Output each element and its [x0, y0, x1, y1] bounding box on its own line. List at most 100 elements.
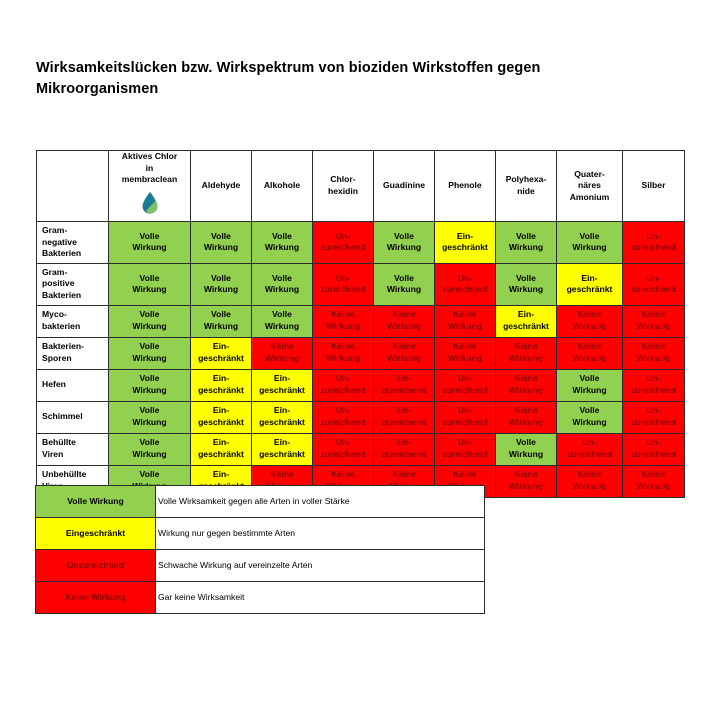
- matrix-cell: Volle Wirkung: [556, 400, 623, 434]
- matrix-cell: Un- zureichend: [312, 432, 374, 466]
- matrix-cell: Un- zureichend: [434, 400, 496, 434]
- matrix-cell: Un- zureichend: [373, 368, 435, 402]
- matrix-cell: Keine Wirkung: [434, 304, 496, 338]
- matrix-cell: Keine Wirkung: [622, 336, 685, 370]
- matrix-cell: Keine Wirkung: [312, 304, 374, 338]
- matrix-header: Aktives Chlor in membraclean Aldehyde Al…: [36, 150, 685, 222]
- matrix-cell: Keine Wirkung: [373, 304, 435, 338]
- matrix-cell: Volle Wirkung: [190, 304, 252, 338]
- matrix-cell: Ein- geschränkt: [190, 336, 252, 370]
- column-header-label: Chlor- hexidin: [327, 174, 359, 196]
- matrix-cell: Un- zureichend: [556, 432, 623, 466]
- legend-key: Unzureichend: [35, 549, 156, 582]
- page-title: Wirksamkeitslücken bzw. Wirkspektrum von…: [36, 60, 541, 98]
- row-header-label: Gram- positive Bakterien: [36, 262, 109, 306]
- matrix-cell: Un- zureichend: [622, 368, 685, 402]
- matrix-cell: Volle Wirkung: [190, 262, 252, 306]
- row-header-label: Gram- negative Bakterien: [36, 221, 109, 264]
- matrix-cell: Un- zureichend: [622, 221, 685, 264]
- matrix-cell: Keine Wirkung: [556, 464, 623, 498]
- matrix-corner-cell: [36, 150, 109, 222]
- matrix-cell: Volle Wirkung: [495, 262, 557, 306]
- matrix-cell: Volle Wirkung: [373, 262, 435, 306]
- legend-key: Volle Wirkung: [35, 485, 156, 518]
- table-row: Hefen Volle Wirkung Ein- geschränkt Ein- ge…: [36, 368, 685, 402]
- table-row: Behüllte Viren Volle Wirkung Ein- geschrän…: [36, 432, 685, 466]
- matrix-cell: Un- zureichend: [434, 368, 496, 402]
- column-header-label: Guadinine: [382, 180, 426, 191]
- matrix-cell: Ein- geschränkt: [190, 400, 252, 434]
- column-header-quaternaeres-amonium: Quater- näres Amonium: [556, 150, 623, 222]
- legend-key: Eingeschränkt: [35, 517, 156, 550]
- matrix-cell: Ein- geschränkt: [251, 368, 313, 402]
- legend-description: Wirkung nur gegen bestimmte Arten: [155, 517, 485, 550]
- matrix-cell: Un- zureichend: [622, 262, 685, 306]
- matrix-cell: Volle Wirkung: [495, 221, 557, 264]
- biocide-spectrum-matrix: Aktives Chlor in membraclean Aldehyde Al…: [36, 150, 685, 498]
- column-header-aldehyde: Aldehyde: [190, 150, 252, 222]
- matrix-cell: Keine Wirkung: [373, 336, 435, 370]
- matrix-cell: Un- zureichend: [312, 262, 374, 306]
- matrix-cell: Volle Wirkung: [108, 400, 191, 434]
- matrix-cell: Volle Wirkung: [556, 368, 623, 402]
- row-header-label: Schimmel: [36, 400, 109, 434]
- matrix-cell: Ein- geschränkt: [495, 304, 557, 338]
- legend-row: Volle Wirkung Volle Wirksamkeit gegen all…: [35, 485, 485, 518]
- matrix-cell: Volle Wirkung: [108, 262, 191, 306]
- matrix-cell: Un- zureichend: [622, 432, 685, 466]
- matrix-cell: Un- zureichend: [312, 400, 374, 434]
- column-header-polyhexanide: Polyhexa- nide: [495, 150, 557, 222]
- column-header-label: Quater- näres Amonium: [569, 168, 610, 202]
- matrix-cell: Ein- geschränkt: [190, 432, 252, 466]
- matrix-table: Aktives Chlor in membraclean Aldehyde Al…: [36, 150, 685, 498]
- matrix-cell: Volle Wirkung: [108, 368, 191, 402]
- column-header-label: Polyhexa- nide: [505, 174, 547, 196]
- table-row: Gram- positive Bakterien Volle Wirkung Vol…: [36, 262, 685, 306]
- legend: Volle Wirkung Volle Wirksamkeit gegen all…: [35, 485, 485, 614]
- water-droplet-leaf-icon: [140, 191, 160, 215]
- legend-row: Eingeschränkt Wirkung nur gegen bestimmte…: [35, 517, 485, 550]
- matrix-cell: Un- zureichend: [434, 262, 496, 306]
- matrix-cell: Volle Wirkung: [556, 221, 623, 264]
- matrix-cell: Volle Wirkung: [108, 432, 191, 466]
- matrix-cell: Un- zureichend: [434, 432, 496, 466]
- matrix-cell: Keine Wirkung: [622, 464, 685, 498]
- matrix-cell: Volle Wirkung: [251, 262, 313, 306]
- matrix-cell: Keine Wirkung: [495, 464, 557, 498]
- column-header-silber: Silber: [622, 150, 685, 222]
- table-row: Gram- negative Bakterien Volle Wirkung Vol…: [36, 221, 685, 264]
- matrix-cell: Volle Wirkung: [108, 304, 191, 338]
- matrix-cell: Ein- geschränkt: [556, 262, 623, 306]
- matrix-cell: Ein- geschränkt: [251, 400, 313, 434]
- legend-row: Unzureichend Schwache Wirkung auf vereinz…: [35, 549, 485, 582]
- matrix-cell: Volle Wirkung: [373, 221, 435, 264]
- row-header-label: Behüllte Viren: [36, 432, 109, 466]
- matrix-cell: Keine Wirkung: [495, 336, 557, 370]
- legend-body: Volle Wirkung Volle Wirksamkeit gegen all…: [35, 485, 485, 614]
- column-header-label: Phenole: [448, 180, 482, 191]
- matrix-cell: Ein- geschränkt: [434, 221, 496, 264]
- matrix-cell: Volle Wirkung: [190, 221, 252, 264]
- row-header-label: Bakterien- Sporen: [36, 336, 109, 370]
- legend-row: Keine Wirkung Gar keine Wirksamkeit: [35, 581, 485, 614]
- matrix-cell: Keine Wirkung: [495, 400, 557, 434]
- matrix-cell: Keine Wirkung: [434, 336, 496, 370]
- matrix-cell: Volle Wirkung: [108, 221, 191, 264]
- table-row: Schimmel Volle Wirkung Ein- geschränkt Ein-…: [36, 400, 685, 434]
- legend-description: Gar keine Wirksamkeit: [155, 581, 485, 614]
- table-row: Bakterien- Sporen Volle Wirkung Ein- gesch…: [36, 336, 685, 370]
- matrix-header-row: Aktives Chlor in membraclean Aldehyde Al…: [36, 150, 685, 222]
- matrix-cell: Un- zureichend: [373, 400, 435, 434]
- row-header-label: Hefen: [36, 368, 109, 402]
- legend-description: Volle Wirksamkeit gegen alle Arten in vo…: [155, 485, 485, 518]
- matrix-cell: Volle Wirkung: [495, 432, 557, 466]
- matrix-cell: Un- zureichend: [312, 368, 374, 402]
- matrix-cell: Volle Wirkung: [251, 221, 313, 264]
- matrix-cell: Keine Wirkung: [556, 336, 623, 370]
- column-header-guadinine: Guadinine: [373, 150, 435, 222]
- column-header-alkohole: Alkohole: [251, 150, 313, 222]
- matrix-cell: Un- zureichend: [373, 432, 435, 466]
- table-row: Myco- bakterien Volle Wirkung Volle Wirkun…: [36, 304, 685, 338]
- matrix-cell: Un- zureichend: [312, 221, 374, 264]
- column-header-label: Silber: [641, 180, 666, 191]
